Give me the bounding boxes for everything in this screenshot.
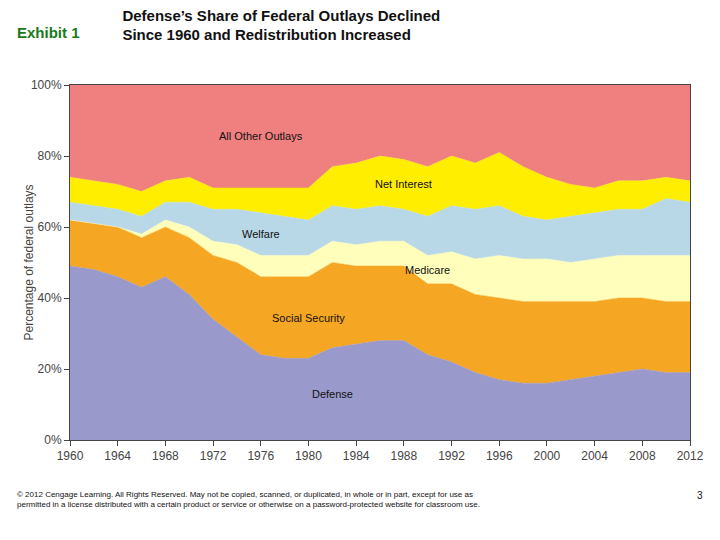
svg-text:All Other Outlays: All Other Outlays: [219, 130, 303, 142]
svg-text:Exhibit 1: Exhibit 1: [17, 24, 80, 41]
svg-text:2000: 2000: [534, 449, 561, 463]
svg-text:1984: 1984: [343, 449, 370, 463]
svg-text:Net Interest: Net Interest: [375, 178, 432, 190]
svg-text:1992: 1992: [438, 449, 465, 463]
svg-text:Defense: Defense: [312, 388, 353, 400]
svg-text:2008: 2008: [629, 449, 656, 463]
svg-text:Social Security: Social Security: [272, 312, 345, 324]
svg-text:1988: 1988: [390, 449, 417, 463]
svg-text:100%: 100%: [31, 78, 62, 92]
svg-text:1964: 1964: [104, 449, 131, 463]
svg-text:1980: 1980: [295, 449, 322, 463]
svg-text:Percentage of federal outlays: Percentage of federal outlays: [22, 184, 36, 340]
svg-text:60%: 60%: [38, 220, 62, 234]
svg-text:Defense’s Share of Federal Out: Defense’s Share of Federal Outlays Decli…: [122, 7, 440, 44]
svg-text:2012: 2012: [677, 449, 704, 463]
svg-text:80%: 80%: [38, 149, 62, 163]
svg-text:2004: 2004: [581, 449, 608, 463]
svg-text:1960: 1960: [57, 449, 84, 463]
svg-text:3: 3: [697, 490, 703, 501]
svg-text:0%: 0%: [44, 433, 62, 447]
svg-text:1976: 1976: [247, 449, 274, 463]
svg-text:© 2012 Cengage Learning. All R: © 2012 Cengage Learning. All Rights Rese…: [17, 490, 480, 509]
svg-text:Medicare: Medicare: [405, 264, 450, 276]
svg-text:40%: 40%: [38, 291, 62, 305]
svg-text:1996: 1996: [486, 449, 513, 463]
svg-text:1968: 1968: [152, 449, 179, 463]
svg-text:20%: 20%: [38, 362, 62, 376]
svg-text:Welfare: Welfare: [242, 228, 280, 240]
svg-text:1972: 1972: [200, 449, 227, 463]
